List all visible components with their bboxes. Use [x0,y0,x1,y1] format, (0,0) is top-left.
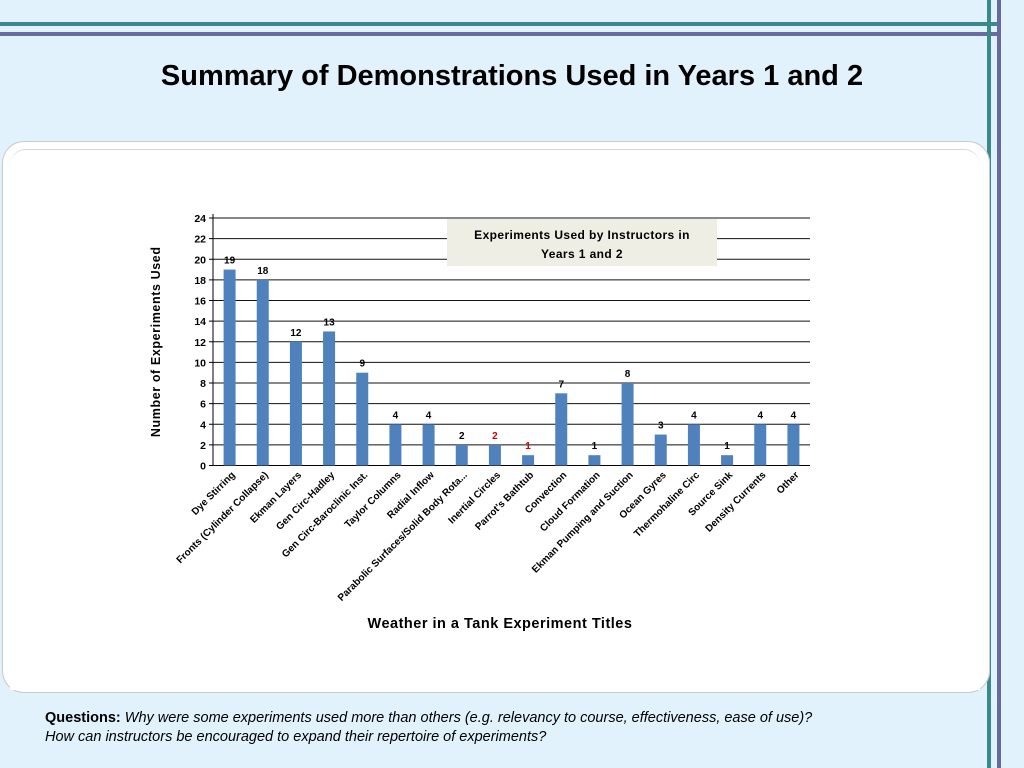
bar-value-label: 2 [459,431,465,442]
questions-label: Questions: [45,710,121,726]
questions-block: Questions: Why were some experiments use… [45,709,985,747]
y-tick-label: 4 [200,419,206,431]
bar [588,455,601,466]
bar-value-label: 18 [257,266,269,277]
y-tick-label: 12 [194,337,206,349]
top-border-line-purple [0,32,1000,36]
y-tick-label: 14 [194,316,206,328]
bar [654,434,667,466]
bar-value-label: 12 [290,328,302,339]
y-tick-label: 6 [200,399,206,411]
y-tick-label: 18 [194,275,206,287]
bar [323,331,336,466]
bar [754,424,767,466]
questions-line1: Why were some experiments used more than… [124,710,813,726]
x-category-label: Parrot's Bathtub [473,470,536,533]
y-tick-label: 22 [194,234,206,246]
bar [621,383,634,466]
bar [522,455,535,466]
chart-title-box [447,219,717,266]
bar [687,424,700,466]
y-tick-label: 10 [194,357,206,369]
bar [223,269,236,466]
bar-value-label: 1 [592,441,598,452]
bar-value-label: 19 [224,256,236,267]
y-axis-title: Number of Experiments Used [149,246,163,437]
y-tick-label: 24 [194,213,206,225]
slide-title: Summary of Demonstrations Used in Years … [160,60,864,92]
bar [256,279,269,466]
x-axis-title: Weather in a Tank Experiment Titles [368,616,633,632]
bar-value-label: 4 [426,410,432,421]
bar-value-label: 4 [791,410,797,421]
y-tick-label: 16 [194,296,206,308]
bar [422,424,435,466]
bar-value-label: 9 [359,359,365,370]
y-tick-label: 2 [200,440,206,452]
top-border-line-teal [0,22,1000,26]
right-border-line-purple [997,0,1001,768]
bar-value-label: 2 [492,431,498,442]
bar [721,455,734,466]
bar-value-label: 1 [724,441,730,452]
y-tick-label: 20 [194,254,206,266]
x-category-label: Density Currents [704,470,769,535]
bar-value-label: 4 [757,410,763,421]
chart-title-line2: Years 1 and 2 [541,247,623,261]
chart-title-line1: Experiments Used by Instructors in [474,228,690,242]
bar [356,372,369,466]
bar [555,393,568,466]
bar-value-label: 7 [558,379,564,390]
bar [289,341,302,466]
bar [455,444,468,466]
x-category-label: Other [775,470,802,497]
y-tick-label: 0 [200,461,206,473]
bar-value-label: 8 [625,369,631,380]
bar-value-label: 1 [525,441,531,452]
bar [389,424,402,466]
questions-line2: How can instructors be encouraged to exp… [45,729,547,745]
x-category-label: Taylor Columns [343,470,404,531]
bar-value-label: 13 [324,317,336,328]
x-category-label: Gen Circ-Hadley [274,470,337,533]
y-tick-label: 8 [200,378,206,390]
bar [787,424,800,466]
bar [488,444,501,466]
bar-value-label: 4 [393,410,399,421]
bar-value-label: 3 [658,421,664,432]
x-category-label: Cloud Formation [538,470,602,534]
bar-value-label: 4 [691,410,697,421]
